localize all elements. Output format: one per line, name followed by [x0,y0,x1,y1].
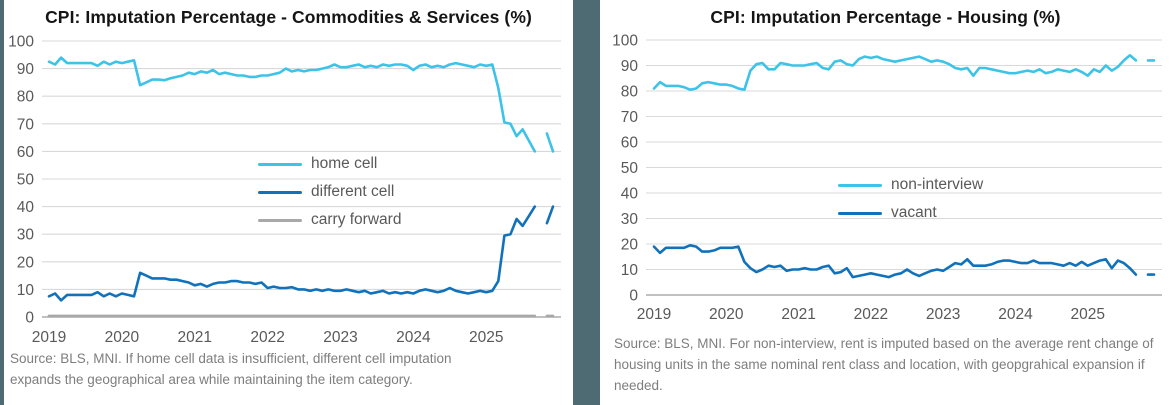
svg-text:30: 30 [621,211,639,228]
svg-text:2019: 2019 [637,306,671,323]
legend-label-vacant: vacant [891,204,937,221]
svg-text:20: 20 [621,237,639,254]
svg-text:90: 90 [621,58,639,75]
svg-text:0: 0 [629,288,638,305]
svg-text:2025: 2025 [1070,306,1104,323]
svg-text:10: 10 [17,282,35,299]
svg-text:0: 0 [25,310,34,327]
svg-text:2022: 2022 [250,329,284,346]
svg-text:50: 50 [17,172,35,189]
svg-text:2021: 2021 [781,306,815,323]
svg-text:2020: 2020 [105,329,140,346]
carry-forward-line-swatch [258,218,302,222]
legend-item-home-cell: home cell [258,150,401,178]
legend-label-different-cell: different cell [311,183,395,200]
chart-panel-commodities-services: 100 90 80 70 60 50 40 30 20 10 0 2019 2020 2021 2022 20… [4,0,573,405]
source-note-housing: Source: BLS, MNI. For non-interview, ren… [614,336,1154,393]
svg-text:60: 60 [17,144,35,161]
svg-text:2023: 2023 [323,329,357,346]
svg-text:100: 100 [8,34,34,51]
different-cell-line-swatch [258,190,302,194]
svg-text:2023: 2023 [926,306,960,323]
home-cell-line-swatch [258,162,302,166]
svg-text:70: 70 [17,116,35,133]
legend-label-carry-forward: carry forward [311,211,402,228]
left-edge-bar [0,0,4,405]
legend-item-non-interview: non-interview [838,171,983,199]
svg-text:40: 40 [17,199,35,216]
svg-text:70: 70 [621,109,639,126]
chart-panel-housing: 100 90 80 70 60 50 40 30 20 10 0 2019 2020 2021 2022 20… [600,0,1171,405]
svg-text:2019: 2019 [32,329,66,346]
svg-text:40: 40 [621,186,639,203]
svg-text:2024: 2024 [998,306,1033,323]
legend-item-vacant: vacant [838,199,983,227]
svg-text:80: 80 [17,89,35,106]
svg-text:2024: 2024 [396,329,431,346]
source-note-commodities-services: Source: BLS, MNI. If home cell data is i… [10,351,452,387]
svg-text:20: 20 [17,254,35,271]
legend-item-different-cell: different cell [258,178,401,206]
legend-housing: non-interview vacant [838,171,983,227]
legend-label-non-interview: non-interview [891,176,984,193]
panel-divider-bar [573,0,600,405]
svg-text:30: 30 [17,227,35,244]
non-interview-line-swatch [838,183,882,187]
svg-text:10: 10 [621,262,639,279]
svg-text:60: 60 [621,135,639,152]
svg-text:90: 90 [17,61,35,78]
svg-text:2022: 2022 [854,306,888,323]
svg-text:100: 100 [612,33,638,50]
legend-commodities-services: home cell different cell carry forward [258,150,401,234]
svg-text:50: 50 [621,160,639,177]
vacant-line-swatch [838,211,882,215]
legend-item-carry-forward: carry forward [258,206,401,234]
legend-label-home-cell: home cell [311,155,378,172]
chart-title-housing: CPI: Imputation Percentage - Housing (%) [710,7,1061,27]
chart-title-commodities-services: CPI: Imputation Percentage - Commodities… [45,7,532,27]
svg-text:80: 80 [621,84,639,101]
svg-text:2025: 2025 [469,329,503,346]
svg-text:2020: 2020 [709,306,744,323]
svg-text:2021: 2021 [177,329,211,346]
